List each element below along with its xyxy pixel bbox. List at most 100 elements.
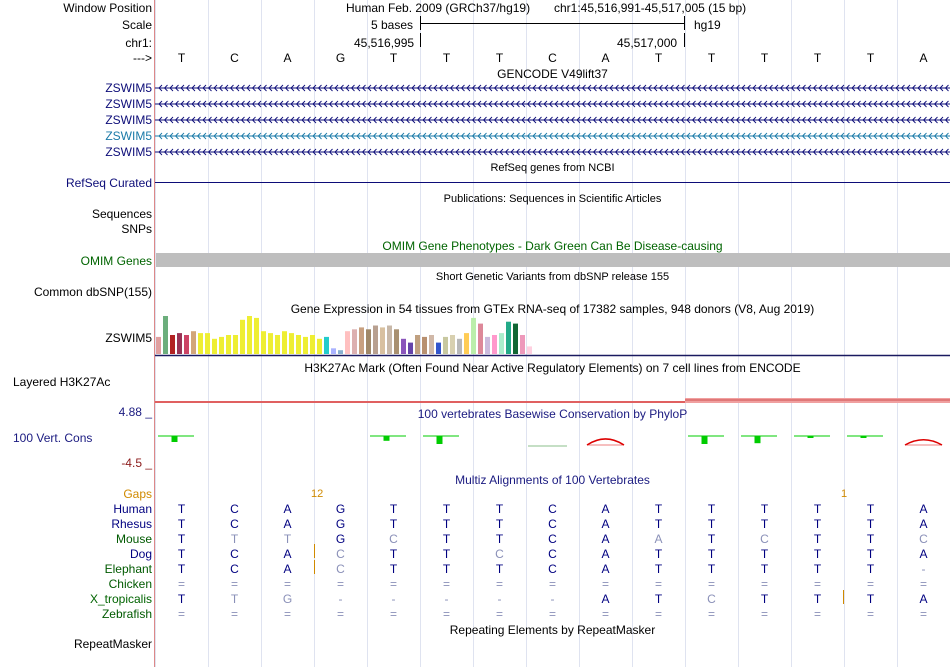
- gtex-tissue-bar: [513, 323, 518, 354]
- alignment-base: G: [335, 532, 346, 546]
- alignment-base: C: [548, 517, 557, 531]
- publications-snps-label[interactable]: SNPs: [121, 222, 152, 236]
- alignment-base: C: [548, 502, 557, 516]
- repeatmasker-label[interactable]: RepeatMasker: [73, 637, 152, 651]
- species-label[interactable]: Elephant: [104, 562, 152, 576]
- alignment-base: C: [336, 547, 345, 561]
- gtex-tissue-bar: [380, 327, 385, 354]
- alignment-base: T: [495, 517, 504, 531]
- alignment-base: A: [283, 547, 292, 561]
- coord-left: 45,516,995: [354, 36, 415, 50]
- alignment-base: T: [866, 592, 875, 606]
- alignment-base: T: [389, 562, 398, 576]
- phylop-conservation-plot[interactable]: [155, 420, 950, 460]
- gencode-gene-label[interactable]: ZSWIM5: [105, 129, 152, 143]
- grid-line: [314, 0, 315, 667]
- alignment-base: T: [760, 547, 769, 561]
- alignment-base: A: [601, 592, 610, 606]
- strand-chevrons: [158, 100, 949, 108]
- gencode-gene-label[interactable]: ZSWIM5: [105, 97, 152, 111]
- species-label[interactable]: Human: [113, 502, 152, 516]
- alignment-base: -: [550, 592, 555, 606]
- alignment-base: =: [654, 607, 662, 621]
- gtex-tissue-bar: [317, 338, 322, 354]
- gtex-tissue-bar: [233, 335, 238, 354]
- phylop-bar: [436, 436, 443, 444]
- strand-chevrons: [158, 116, 949, 124]
- gencode-gene-label[interactable]: ZSWIM5: [105, 113, 152, 127]
- alignment-base: T: [654, 547, 663, 561]
- alignment-base: G: [335, 502, 346, 516]
- alignment-base: A: [654, 532, 663, 546]
- multiz-gaps-label[interactable]: Gaps: [123, 487, 152, 501]
- grid-line: [738, 0, 739, 667]
- ruler-base: A: [283, 51, 292, 65]
- publications-sequences-label[interactable]: Sequences: [91, 207, 152, 221]
- species-label[interactable]: Chicken: [108, 577, 152, 591]
- alignment-base: T: [760, 502, 769, 516]
- gtex-tissue-bar: [415, 335, 420, 354]
- alignment-base: =: [230, 577, 238, 591]
- alignment-base: =: [601, 577, 609, 591]
- alignment-base: T: [495, 532, 504, 546]
- alignment-base: C: [495, 547, 504, 561]
- alignment-base: T: [389, 502, 398, 516]
- alignment-base: A: [919, 547, 928, 561]
- species-label[interactable]: Dog: [129, 547, 152, 561]
- omim-label[interactable]: OMIM Genes: [80, 254, 152, 268]
- omim-feature-bar[interactable]: [156, 253, 950, 267]
- phylop-bar: [383, 436, 390, 441]
- alignment-base: T: [866, 562, 875, 576]
- strand-chevrons: [158, 132, 949, 140]
- gencode-gene-label[interactable]: ZSWIM5: [105, 81, 152, 95]
- species-label[interactable]: X_tropicalis: [89, 592, 152, 606]
- phylop-ymin: -4.5 _: [121, 456, 152, 470]
- ruler-base: T: [495, 51, 504, 65]
- gencode-title: GENCODE V49lift37: [497, 67, 608, 81]
- gencode-gene-label[interactable]: ZSWIM5: [105, 145, 152, 159]
- gtex-tissue-bar: [205, 333, 210, 354]
- alignment-base: T: [177, 532, 186, 546]
- refseq-title: RefSeq genes from NCBI: [490, 162, 615, 174]
- gtex-tissue-bar: [352, 329, 357, 354]
- gtex-tissue-bar: [359, 327, 364, 354]
- grid-line: [155, 0, 156, 667]
- gtex-tissue-bar: [338, 350, 343, 354]
- gtex-expression-chart[interactable]: [155, 316, 950, 358]
- alignment-base: =: [813, 607, 821, 621]
- ruler-base: T: [866, 51, 875, 65]
- gtex-tissue-bar: [226, 335, 231, 354]
- alignment-base: =: [654, 577, 662, 591]
- strand-chevrons: [158, 148, 949, 156]
- refseq-label[interactable]: RefSeq Curated: [65, 176, 152, 190]
- gtex-tissue-bar: [345, 331, 350, 354]
- refseq-transcript-line[interactable]: [155, 182, 950, 184]
- coord-right: 45,517,000: [617, 36, 678, 50]
- gtex-tissue-bar: [240, 319, 245, 354]
- alignment-base: =: [813, 577, 821, 591]
- gtex-gene-label[interactable]: ZSWIM5: [105, 331, 152, 345]
- alignment-base: -: [921, 562, 926, 576]
- alignment-base: T: [177, 502, 186, 516]
- alignment-base: A: [919, 592, 928, 606]
- alignment-base: =: [760, 577, 768, 591]
- dbsnp-label[interactable]: Common dbSNP(155): [33, 285, 152, 299]
- phylop-label[interactable]: 100 Vert. Cons: [13, 431, 93, 445]
- alignment-base: T: [442, 547, 451, 561]
- ruler-base: A: [601, 51, 610, 65]
- alignment-base: T: [177, 592, 186, 606]
- h3k27ac-signal[interactable]: [155, 398, 950, 404]
- h3k27ac-label[interactable]: Layered H3K27Ac: [13, 375, 111, 389]
- gtex-tissue-bar: [156, 336, 161, 354]
- species-label[interactable]: Mouse: [115, 532, 152, 546]
- alignment-base: =: [866, 577, 874, 591]
- species-label[interactable]: Zebrafish: [101, 607, 152, 621]
- alignment-base: C: [548, 532, 557, 546]
- alignment-base: A: [601, 517, 610, 531]
- ruler-base: T: [707, 51, 716, 65]
- alignment-base: C: [548, 547, 557, 561]
- species-label[interactable]: Rhesus: [111, 517, 152, 531]
- gencode-transcripts[interactable]: [155, 80, 950, 160]
- alignment-base: C: [707, 592, 716, 606]
- alignment-base: T: [230, 592, 239, 606]
